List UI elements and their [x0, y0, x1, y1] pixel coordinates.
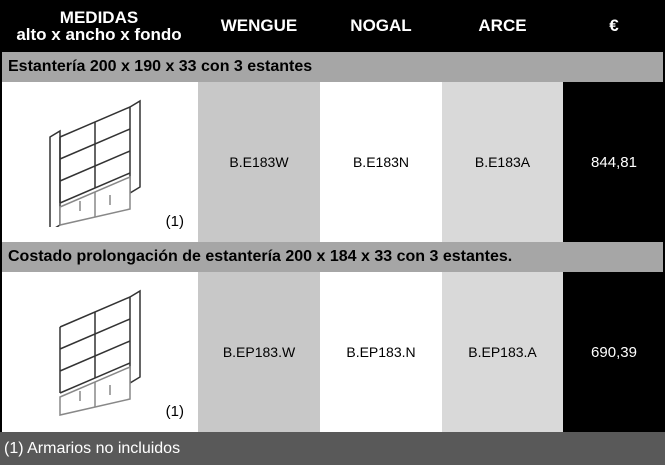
header-title: MEDIDAS — [59, 8, 139, 27]
code-cell: B.EP183.A — [442, 272, 563, 432]
note: (1) — [165, 403, 184, 420]
header-cell: WENGUE — [198, 0, 320, 52]
code-cell: B.E183N — [320, 82, 442, 242]
footer: (1) Armarios no incluidos — [0, 432, 665, 465]
note: (1) — [165, 213, 184, 230]
header-subtitle: alto x ancho x fondo — [16, 25, 182, 44]
image-cell: (1) — [0, 82, 198, 242]
code-cell: B.EP183.W — [198, 272, 320, 432]
price-cell: 844,81 — [563, 82, 665, 242]
header-cell: ARCE — [442, 0, 563, 52]
header-cell: € — [563, 0, 665, 52]
shelf-drawing — [59, 289, 141, 416]
code-cell: B.E183A — [442, 82, 563, 242]
code-cell: B.E183W — [198, 82, 320, 242]
shelf-drawing — [49, 99, 141, 227]
code-cell: B.EP183.N — [320, 272, 442, 432]
price-cell: 690,39 — [563, 272, 665, 432]
header-cell: MEDIDAS alto x ancho x fondo — [0, 0, 198, 52]
image-cell: (1) — [0, 272, 198, 432]
section-title: Estantería 200 x 190 x 33 con 3 estantes — [0, 52, 665, 82]
section-title: Costado prolongación de estantería 200 x… — [0, 242, 665, 272]
header-cell: NOGAL — [320, 0, 442, 52]
